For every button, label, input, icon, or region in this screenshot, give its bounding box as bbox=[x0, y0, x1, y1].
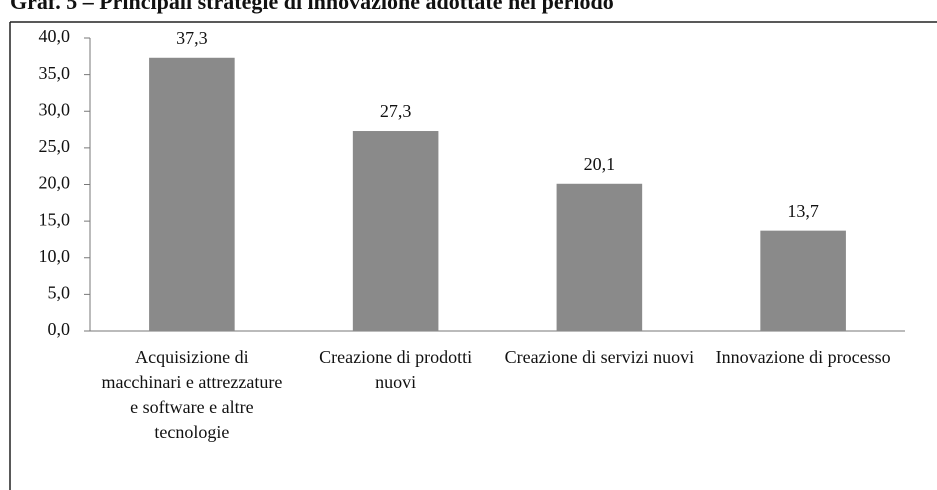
x-tick-label: Acquisizione di macchinari e attrezzatur… bbox=[101, 347, 283, 442]
x-tick-label: Creazione di prodotti nuovi bbox=[319, 347, 473, 392]
y-tick-label: 35,0 bbox=[39, 63, 71, 83]
value-label: 27,3 bbox=[380, 101, 412, 121]
bar bbox=[149, 57, 235, 332]
y-tick-label: 15,0 bbox=[39, 209, 71, 229]
y-tick-label: 25,0 bbox=[39, 136, 71, 156]
value-label: 20,1 bbox=[584, 154, 616, 174]
x-tick-label: Innovazione di processo bbox=[715, 347, 891, 367]
y-tick-label: 5,0 bbox=[48, 283, 71, 303]
value-label: 13,7 bbox=[787, 201, 819, 221]
y-tick-label: 30,0 bbox=[39, 99, 71, 119]
y-tick-label: 20,0 bbox=[39, 173, 71, 193]
chart-title: Graf. 5 – Principali strategie di innova… bbox=[10, 0, 614, 14]
bar bbox=[352, 131, 439, 331]
value-label: 37,3 bbox=[176, 28, 208, 48]
bar bbox=[556, 183, 643, 331]
x-tick-label: Creazione di servizi nuovi bbox=[504, 347, 695, 367]
y-tick-label: 10,0 bbox=[39, 246, 71, 266]
bar bbox=[760, 230, 846, 331]
y-tick-label: 40,0 bbox=[39, 26, 71, 46]
y-tick-label: 0,0 bbox=[48, 319, 71, 339]
